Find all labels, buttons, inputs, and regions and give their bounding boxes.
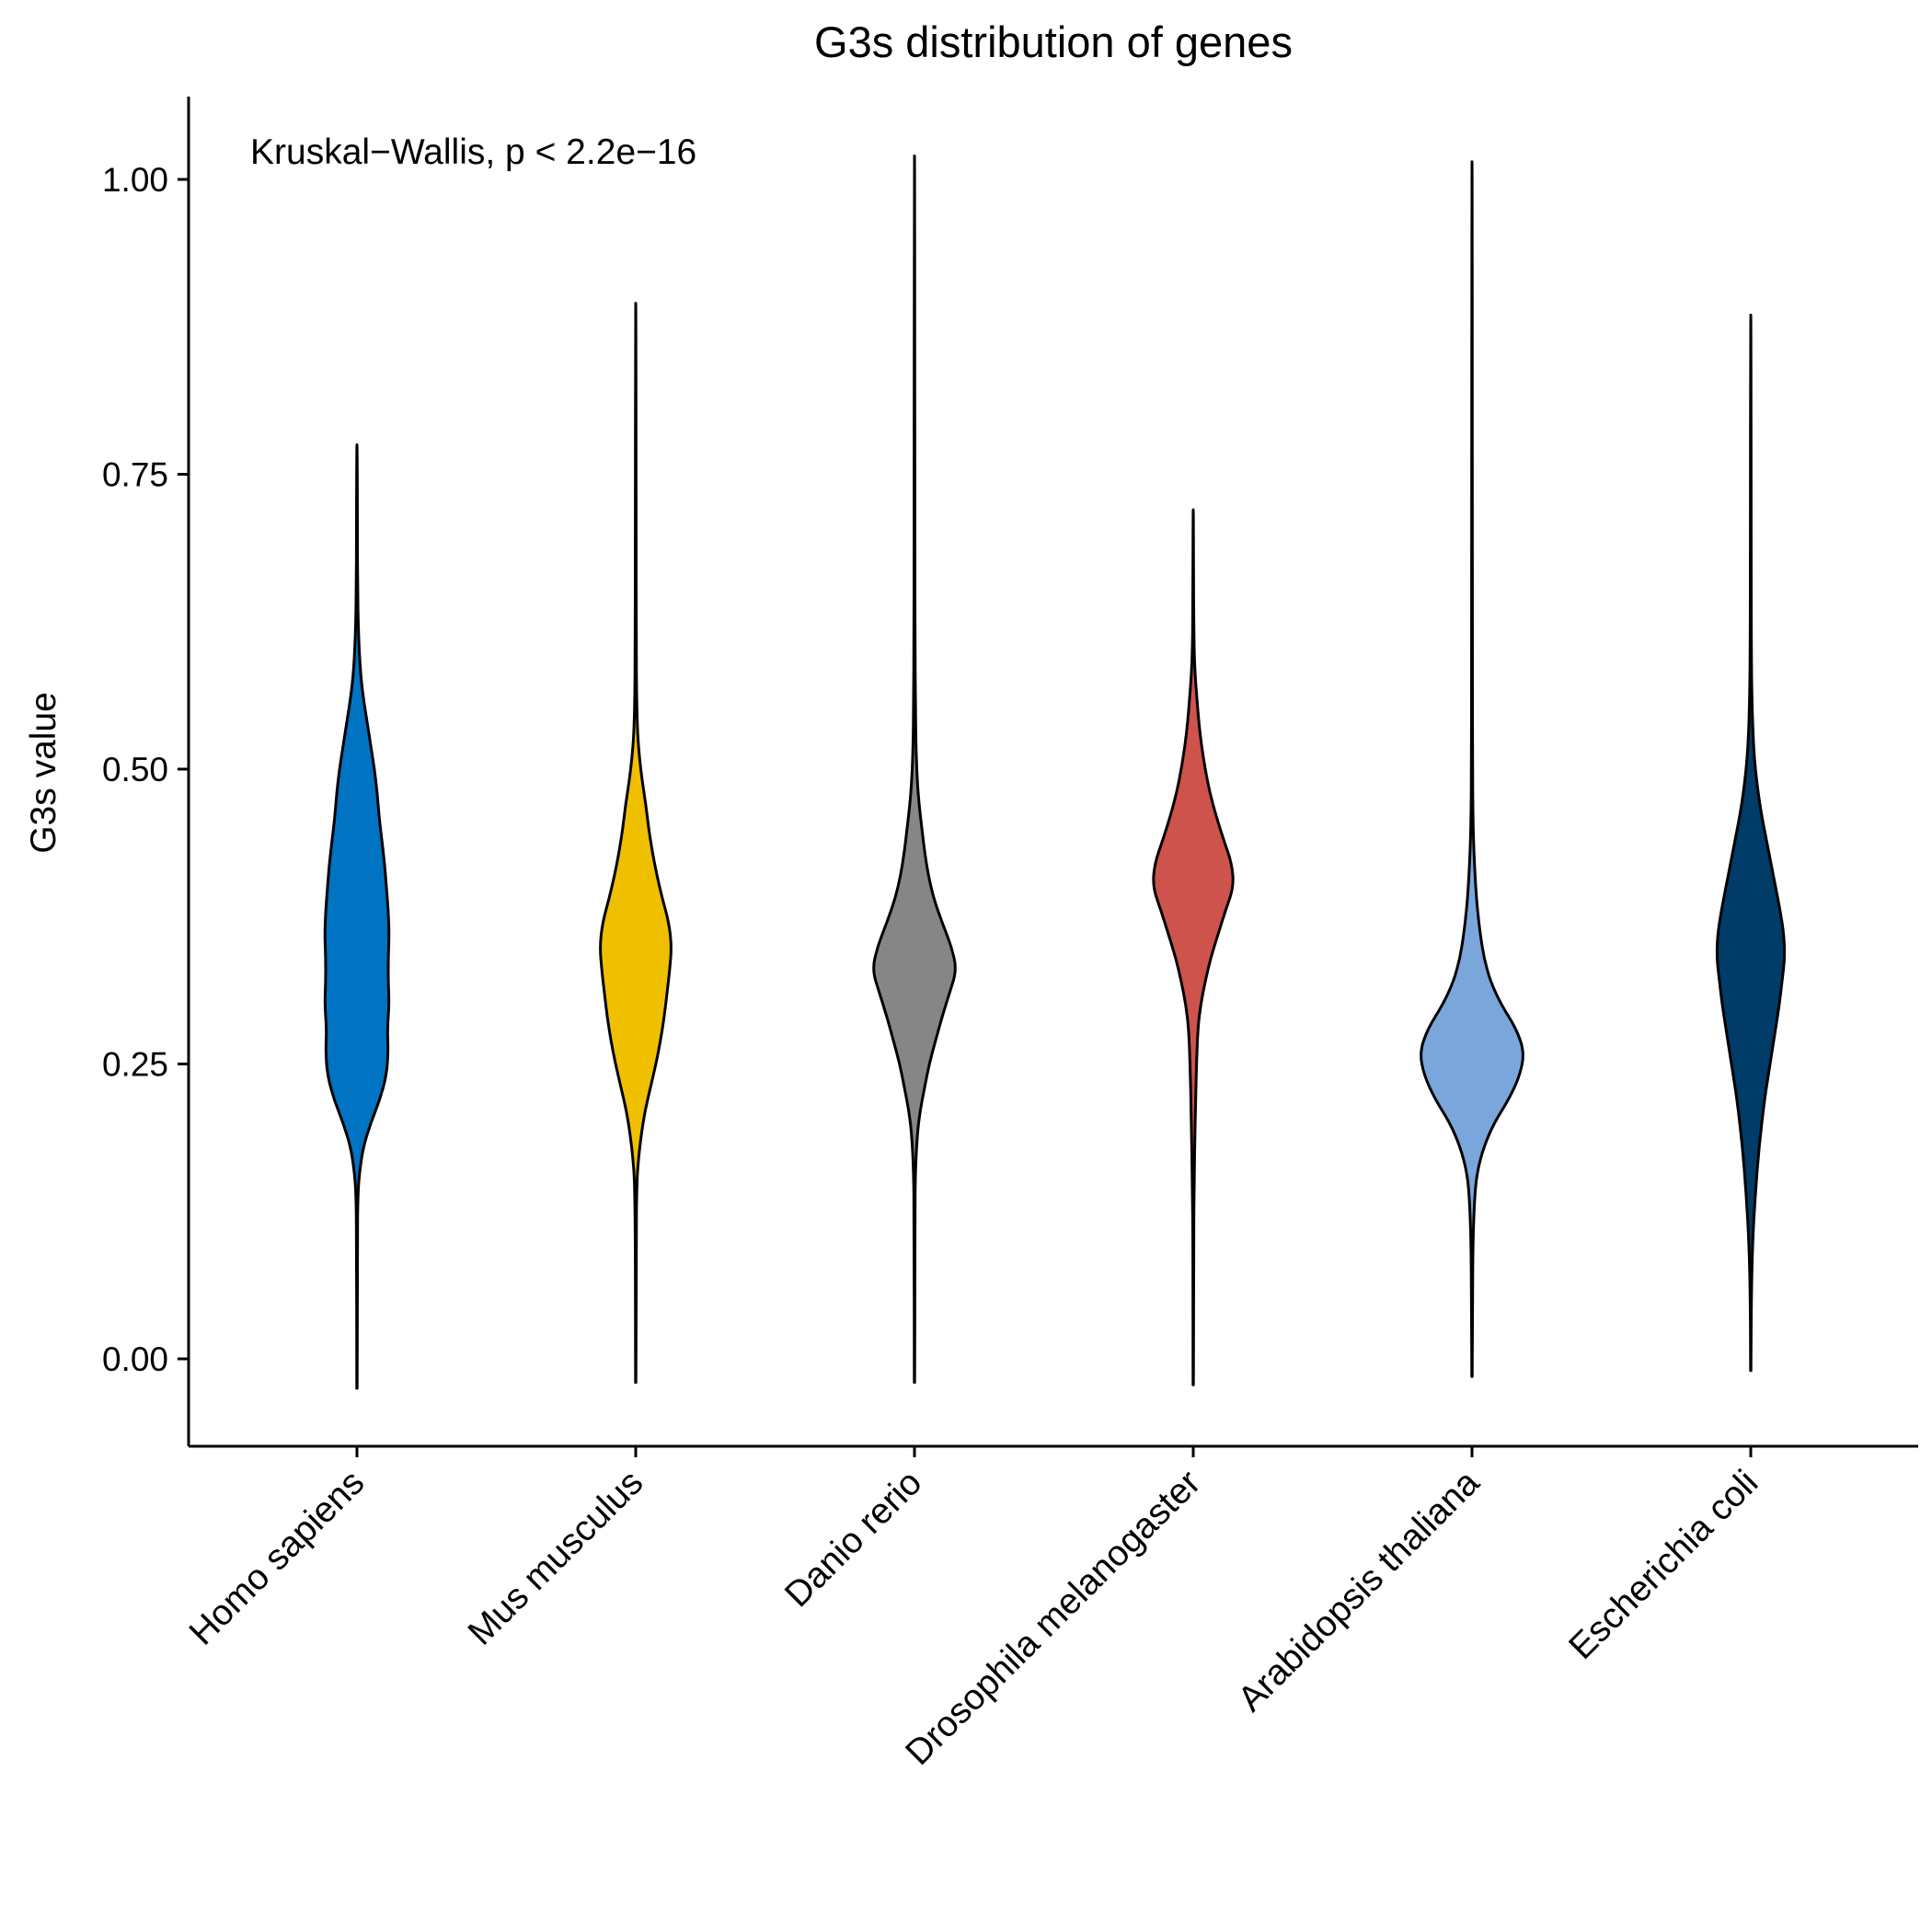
y-tick-label: 0.75	[102, 456, 168, 494]
violin-drosophila-melanogaster	[1152, 508, 1235, 1386]
y-tick-label: 0.00	[102, 1340, 168, 1378]
x-tick-label: Danio rerio	[777, 1463, 929, 1615]
violin-danio-rerio	[872, 154, 957, 1385]
y-axis-label: G3s value	[24, 692, 63, 854]
x-tick-label: Escherichia coli	[1561, 1463, 1765, 1667]
x-tick-label: Drosophila melanogaster	[898, 1463, 1208, 1773]
violin-escherichia-coli	[1715, 313, 1787, 1373]
violins-group	[323, 154, 1787, 1390]
violin-arabidopsis-thaliana	[1420, 160, 1524, 1378]
x-tick-label: Mus musculus	[461, 1463, 651, 1653]
y-tick-label: 0.50	[102, 751, 168, 788]
y-tick-label: 1.00	[102, 161, 168, 199]
kruskal-wallis-annotation: Kruskal−Wallis, p < 2.2e−16	[250, 132, 696, 172]
x-tick-label: Homo sapiens	[182, 1463, 373, 1653]
y-tick-label: 0.25	[102, 1046, 168, 1084]
y-axis: 0.00 0.25 0.50 0.75 1.00	[102, 97, 190, 1446]
chart-title: G3s distribution of genes	[814, 17, 1293, 66]
violin-mus-musculus	[599, 302, 673, 1385]
x-tick-label: Arabidopsis thaliana	[1231, 1463, 1488, 1719]
x-axis: Homo sapiens Mus musculus Danio rerioDroso…	[182, 1444, 1918, 1773]
violin-homo-sapiens	[323, 443, 391, 1390]
